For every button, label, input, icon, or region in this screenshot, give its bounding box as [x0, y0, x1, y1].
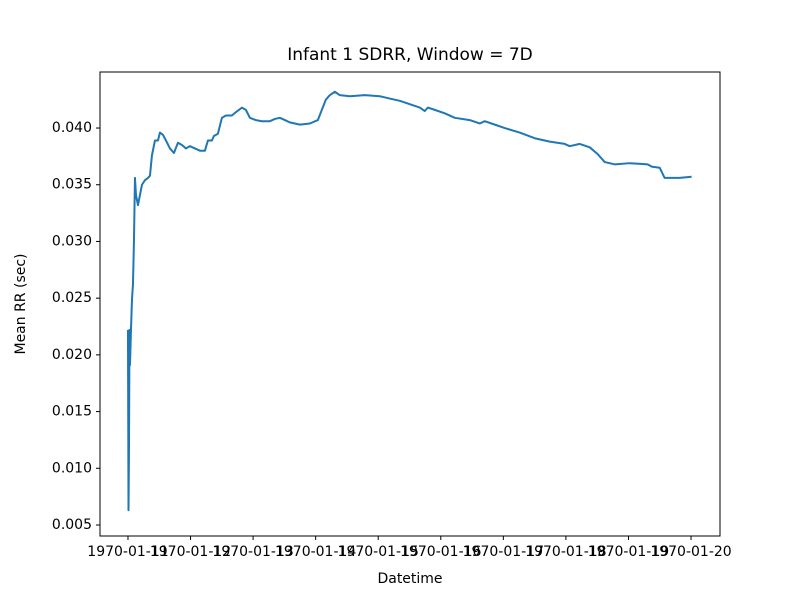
y-tick-label: 0.005: [52, 517, 92, 533]
x-tick-label: 1970-01-11: [87, 544, 168, 560]
x-tick-label: 1970-01-20: [650, 544, 731, 560]
x-tick-label: 1970-01-15: [338, 544, 419, 560]
y-tick-label: 0.010: [52, 460, 92, 476]
y-tick-label: 0.040: [52, 120, 92, 136]
chart-title: Infant 1 SDRR, Window = 7D: [287, 45, 533, 65]
x-tick-label: 1970-01-17: [463, 544, 544, 560]
x-axis-label: Datetime: [377, 571, 442, 587]
x-tick-label: 1970-01-18: [525, 544, 606, 560]
axes-frame: [99, 71, 721, 537]
y-axis-label: Mean RR (sec): [13, 253, 29, 354]
x-tick-label: 1970-01-12: [150, 544, 231, 560]
x-tick-label: 1970-01-19: [588, 544, 669, 560]
x-tick-label: 1970-01-16: [400, 544, 481, 560]
y-tick-label: 0.030: [52, 233, 92, 249]
y-tick-label: 0.025: [52, 290, 92, 306]
x-tick-label: 1970-01-13: [212, 544, 293, 560]
data-line: [126, 90, 692, 512]
y-tick-label: 0.035: [52, 177, 92, 193]
x-tick-label: 1970-01-14: [275, 544, 356, 560]
y-tick-label: 0.015: [52, 404, 92, 420]
y-tick-label: 0.020: [52, 347, 92, 363]
